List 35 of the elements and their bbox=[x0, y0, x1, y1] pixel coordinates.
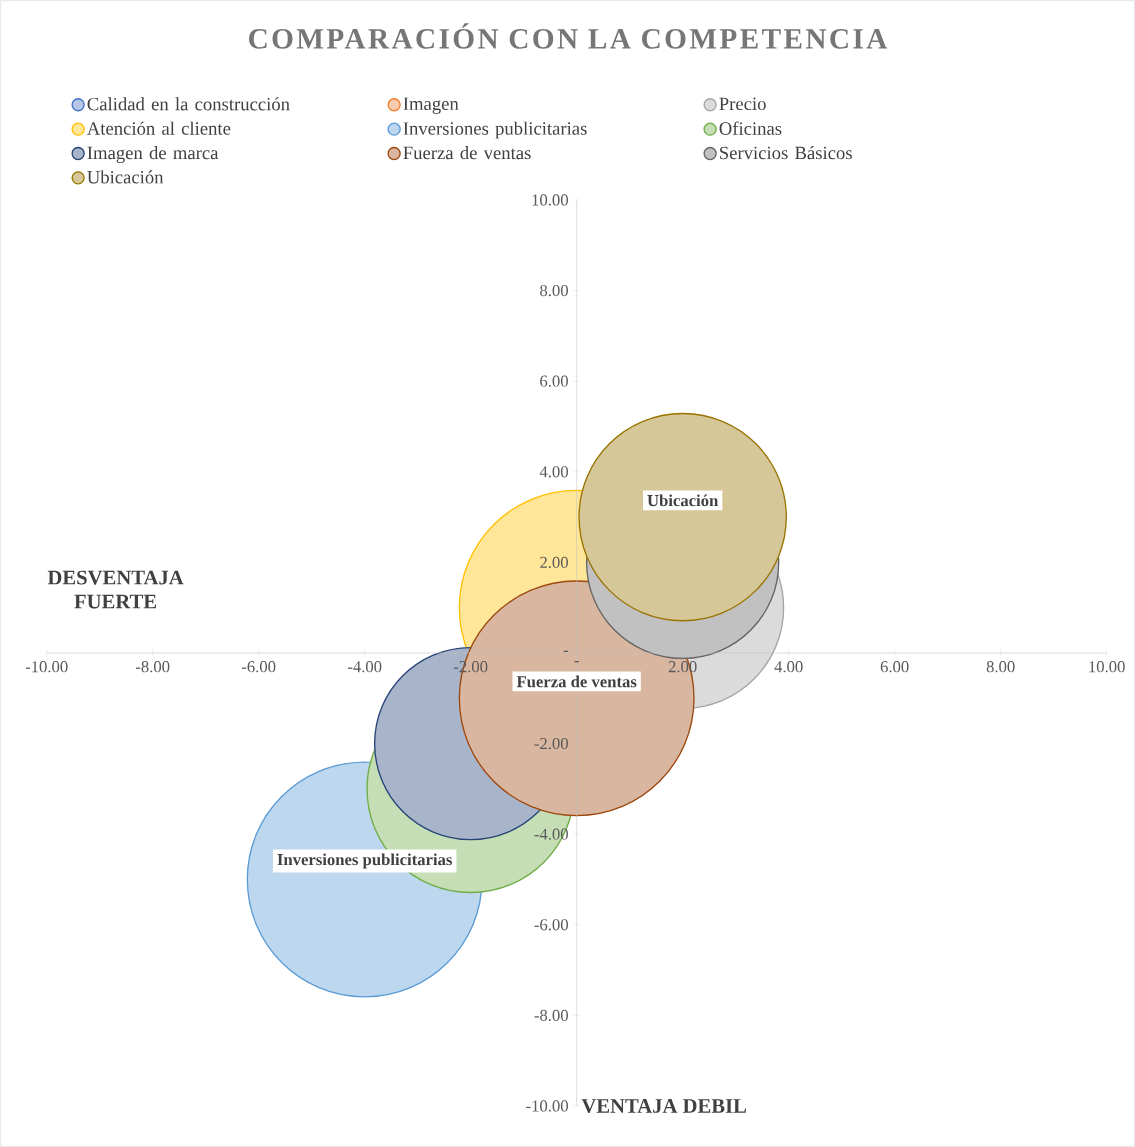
y-tick-label: - bbox=[563, 650, 569, 652]
y-tick-label: -10.00 bbox=[526, 1100, 568, 1112]
x-tick-label: - bbox=[574, 661, 579, 663]
chart-title: COMPARACIÓN CON LA COMPETENCIA bbox=[249, 23, 888, 49]
y-tick-label: 2.00 bbox=[540, 556, 568, 569]
legend-label: Oficinas bbox=[719, 121, 782, 135]
x-axis-title: VENTAJA DEBIL bbox=[581, 1099, 747, 1113]
y-axis-title: DESVENTAJA FUERTE bbox=[47, 570, 184, 609]
annotation: Inversiones publicitarias bbox=[277, 853, 453, 869]
annotation: Ubicación bbox=[647, 494, 719, 507]
y-tick-label: -8.00 bbox=[534, 1009, 568, 1022]
legend-label: Servicios Básicos bbox=[720, 146, 852, 160]
y-tick-label: -2.00 bbox=[534, 737, 568, 750]
y-tick-label: 4.00 bbox=[539, 466, 568, 478]
y-tick-label: 6.00 bbox=[540, 375, 568, 387]
x-tick-label: 10.00 bbox=[1089, 661, 1125, 673]
y-tick-label: 10.00 bbox=[532, 194, 568, 206]
legend-label: Inversiones publicitarias bbox=[403, 121, 587, 139]
y-tick-label: 8.00 bbox=[540, 284, 568, 297]
x-tick-label: -10.00 bbox=[25, 661, 68, 673]
annotation: Fuerza de ventas bbox=[516, 675, 637, 688]
legend-label: Fuerza de ventas bbox=[403, 146, 531, 160]
legend-label: Imagen bbox=[403, 97, 459, 114]
legend-label: Ubicación bbox=[87, 170, 164, 184]
legend-label: Imagen de marca bbox=[87, 146, 219, 164]
x-tick-label: -6.00 bbox=[241, 661, 276, 673]
legend-label: Calidad en la construcción bbox=[87, 97, 290, 111]
legend-label: Atención al cliente bbox=[86, 121, 231, 135]
x-tick-label: 8.00 bbox=[986, 661, 1015, 673]
y-tick-label: -6.00 bbox=[534, 919, 568, 931]
x-tick-label: -8.00 bbox=[135, 661, 170, 673]
x-tick-label: -4.00 bbox=[347, 661, 382, 673]
x-tick-label: 4.00 bbox=[774, 661, 803, 673]
legend-label: Precio bbox=[719, 97, 766, 111]
x-tick-label: 6.00 bbox=[880, 661, 909, 673]
